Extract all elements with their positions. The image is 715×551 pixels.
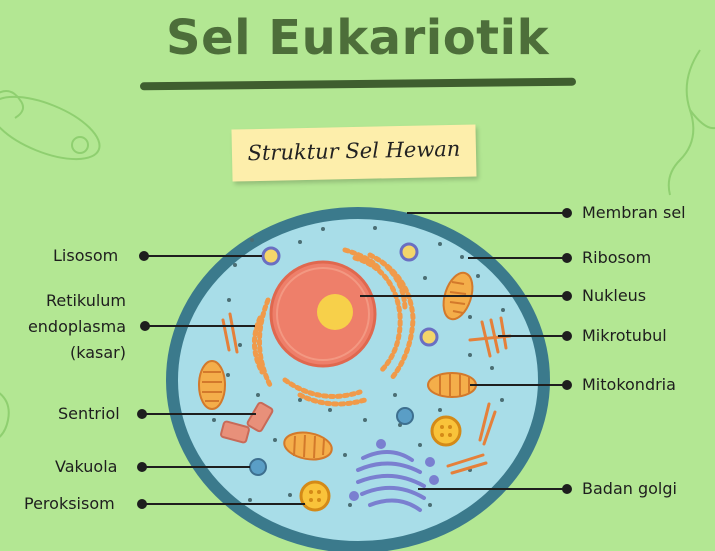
rough-er bbox=[252, 247, 416, 407]
vesicle-right bbox=[419, 327, 439, 347]
page-title: Sel Eukariotik bbox=[166, 10, 549, 66]
bacteria-decoration-bottom-left bbox=[0, 392, 10, 438]
ribosome-dots bbox=[212, 226, 505, 507]
golgi-apparatus bbox=[349, 439, 439, 512]
label-retikulum-1: Retikulum bbox=[45, 291, 126, 310]
vesicle-top-right bbox=[399, 242, 419, 262]
nucleolus bbox=[317, 294, 353, 330]
label-badan-golgi: Badan golgi bbox=[582, 479, 677, 498]
label-ribosom: Ribosom bbox=[582, 248, 652, 267]
peroxisome-right bbox=[430, 415, 462, 447]
bacteria-decoration-right bbox=[667, 49, 715, 196]
label-nukleus: Nukleus bbox=[582, 286, 647, 305]
peroxisome bbox=[299, 480, 331, 512]
label-membran-sel: Membran sel bbox=[582, 203, 686, 222]
label-vakuola: Vakuola bbox=[55, 457, 118, 476]
label-mikrotubul: Mikrotubul bbox=[582, 326, 667, 345]
bacteria-decoration-left bbox=[0, 90, 101, 161]
label-sentriol: Sentriol bbox=[58, 404, 120, 423]
nucleus-inner-ring bbox=[276, 267, 370, 361]
label-retikulum-3: (kasar) bbox=[70, 343, 126, 362]
vacuole bbox=[249, 458, 267, 476]
label-retikulum-2: endoplasma bbox=[27, 317, 126, 336]
mitochondrion-right bbox=[427, 372, 477, 398]
lysosome bbox=[261, 246, 281, 266]
mitochondrion-bottom bbox=[283, 431, 333, 461]
centriole bbox=[220, 401, 274, 444]
label-mitokondria: Mitokondria bbox=[582, 375, 676, 394]
vacuole-right bbox=[396, 407, 414, 425]
microtubules bbox=[221, 312, 512, 475]
label-lisosom: Lisosom bbox=[53, 246, 119, 265]
label-peroksisom: Peroksisom bbox=[24, 494, 115, 513]
mitochondrion-left bbox=[198, 360, 226, 410]
leader-lines bbox=[137, 208, 572, 509]
